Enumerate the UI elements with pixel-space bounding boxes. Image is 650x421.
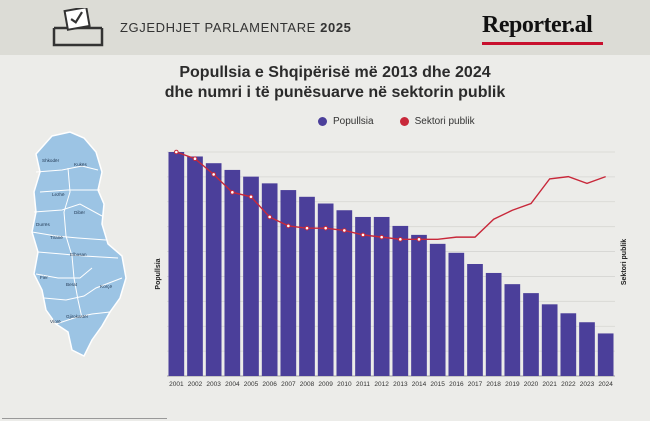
bar-population-2019[interactable]	[504, 284, 521, 376]
x-tick-label: 2005	[244, 381, 259, 388]
point-public-sector-2011[interactable]	[360, 232, 366, 238]
footer-divider	[2, 418, 167, 419]
bar-population-2023[interactable]	[579, 322, 595, 376]
bar-population-2013[interactable]	[392, 225, 409, 376]
x-tick-label: 2014	[412, 381, 427, 388]
x-tick-label: 2023	[580, 381, 595, 388]
map-label-korce: Korçë	[100, 284, 112, 289]
x-tick-label: 2019	[505, 381, 520, 388]
map-label-diber: Dibër	[74, 210, 85, 215]
x-tick-label: 2009	[318, 381, 333, 388]
map-label-fier: Fier	[40, 275, 48, 280]
bar-population-2007[interactable]	[280, 190, 297, 376]
bar-population-2014[interactable]	[411, 234, 427, 376]
line-public-sector	[176, 151, 606, 241]
bar-population-2001[interactable]	[168, 152, 185, 376]
bar-population-2008[interactable]	[299, 196, 315, 376]
point-public-sector-2010[interactable]	[342, 228, 347, 233]
point-public-sector-2006[interactable]	[267, 214, 272, 220]
x-tick-label: 2013	[393, 381, 408, 388]
bar-population-2022[interactable]	[560, 313, 577, 376]
x-tick-label: 2022	[561, 381, 576, 388]
election-year: 2025	[320, 20, 352, 35]
point-public-sector-2005[interactable]	[248, 194, 254, 200]
election-title: ZGJEDHJET PARLAMENTARE 2025	[120, 20, 352, 35]
bar-population-2010[interactable]	[336, 210, 353, 376]
x-tick-label: 2021	[542, 381, 557, 388]
albania-map: Shkodër Kukës Lezhë Dibër Durrës Tiranë …	[31, 131, 127, 358]
bar-population-2011[interactable]	[355, 216, 371, 376]
bar-population-2020[interactable]	[523, 293, 539, 376]
brand-logo[interactable]: Reporter.al	[482, 12, 593, 38]
bar-population-2021[interactable]	[541, 304, 558, 376]
x-tick-label: 2016	[449, 381, 464, 388]
point-public-sector-2004[interactable]	[230, 190, 235, 195]
x-tick-label: 2004	[225, 381, 240, 388]
legend-dot-population	[318, 117, 327, 126]
election-label: ZGJEDHJET PARLAMENTARE	[120, 20, 316, 35]
bar-population-2016[interactable]	[448, 252, 465, 376]
map-label-lezhe: Lezhë	[52, 192, 65, 197]
x-tick-label: 2008	[300, 381, 315, 388]
map-label-gjirokaster: Gjirokastër	[66, 314, 89, 319]
x-tick-label: 2012	[374, 381, 389, 388]
line-series-public-sector	[174, 149, 606, 242]
map-label-durres: Durrës	[36, 222, 50, 227]
brand-underline	[482, 42, 603, 45]
bar-population-2017[interactable]	[467, 264, 483, 376]
x-tick-label: 2011	[356, 381, 370, 388]
map-label-vlore: Vlorë	[50, 319, 61, 324]
point-public-sector-2013[interactable]	[398, 237, 403, 242]
map-label-berat: Berat	[66, 282, 78, 287]
chart-title-line2: dhe numri i të punësuarve në sektorin pu…	[164, 84, 506, 101]
bar-population-2004[interactable]	[224, 169, 241, 376]
chart-legend: Popullsia Sektori publik	[318, 116, 475, 127]
map-label-kukes: Kukës	[74, 162, 87, 167]
x-tick-label: 2003	[206, 381, 221, 388]
chart-grid	[167, 151, 615, 377]
x-tick-label: 2020	[524, 381, 539, 388]
bar-population-2005[interactable]	[243, 176, 259, 376]
bar-series-population	[168, 152, 614, 376]
x-tick-label: 2002	[188, 381, 203, 388]
x-tick-label: 2006	[262, 381, 277, 388]
bar-population-2018[interactable]	[485, 272, 502, 376]
bar-population-2006[interactable]	[261, 183, 278, 376]
y-axis-label: Popullsia	[155, 258, 162, 289]
point-public-sector-2001[interactable]	[174, 149, 179, 155]
ballot-box-icon	[52, 8, 104, 47]
bar-population-2002[interactable]	[187, 156, 203, 376]
bar-population-2003[interactable]	[205, 163, 222, 376]
bar-population-2015[interactable]	[429, 243, 446, 376]
bar-population-2009[interactable]	[317, 203, 334, 376]
x-tick-label: 2018	[486, 381, 501, 388]
legend-dot-public-sector	[399, 117, 409, 126]
x-tick-label: 2010	[337, 381, 352, 388]
x-tick-label: 2015	[430, 381, 445, 388]
legend-label-population: Popullsia	[333, 116, 374, 127]
chart-title-line1: Popullsia e Shqipërisë më 2013 dhe 2024	[179, 64, 491, 81]
x-tick-label: 2007	[281, 381, 296, 388]
x-axis-ticks: 2001 2002 2003 2004 2005 2006 2007 2008 2009 2010…	[169, 381, 613, 388]
bar-population-2024[interactable]	[597, 333, 614, 376]
point-public-sector-2014[interactable]	[416, 237, 422, 242]
point-public-sector-2012[interactable]	[379, 234, 384, 240]
point-public-sector-2009[interactable]	[323, 225, 328, 231]
x-tick-label: 2024	[598, 381, 613, 388]
point-public-sector-2003[interactable]	[211, 172, 216, 177]
bar-population-2012[interactable]	[373, 216, 390, 376]
point-public-sector-2008[interactable]	[304, 225, 310, 231]
point-public-sector-2007[interactable]	[286, 223, 291, 229]
legend-label-public-sector: Sektori publik	[414, 116, 475, 127]
header-bar: ZGJEDHJET PARLAMENTARE 2025 Reporter.al	[0, 0, 650, 55]
x-tick-label: 2017	[468, 381, 483, 388]
y2-axis-label: Sektori publik	[621, 239, 628, 285]
point-public-sector-2002[interactable]	[192, 156, 198, 162]
map-label-shkoder: Shkodër	[42, 158, 60, 163]
map-label-elbasan: Elbasan	[70, 252, 87, 257]
map-label-tirane: Tiranë	[50, 235, 63, 240]
x-tick-label: 2001	[169, 381, 184, 388]
